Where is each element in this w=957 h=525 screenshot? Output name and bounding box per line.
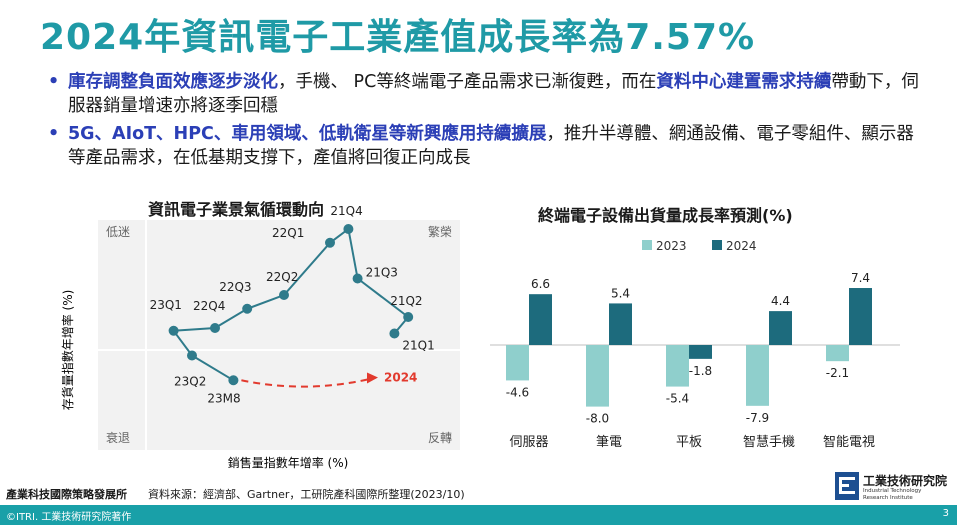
cycle-chart-title: 資訊電子業景氣循環動向 (148, 200, 325, 219)
forecast-arrow-line (241, 376, 377, 388)
cycle-point-21q1 (389, 328, 400, 339)
itri-logo: 工業技術研究院 Industrial Technology Research I… (835, 470, 955, 504)
bullet-highlight: 庫存調整負面效應逐步淡化 (68, 72, 278, 92)
cycle-point-label-22q4: 22Q4 (193, 299, 225, 313)
cycle-plot-background (98, 220, 460, 450)
bar-chart: 2023 2024 -4.6 6.6 伺服器 -8.0 5.4 筆電 -5.4-1.8 平板 -7.… (490, 239, 900, 450)
bar-value-label-2023-3: -7.9 (746, 411, 769, 425)
legend-swatch-2023 (642, 240, 652, 250)
logo-english-line1: Industrial Technology (863, 488, 922, 494)
bullet-item: • 庫存調整負面效應逐步淡化，手機、 PC等終端電子產品需求已漸復甦，而在資料中… (48, 70, 928, 118)
bar-2023-3 (746, 345, 769, 406)
bullet-item: • 5G、AIoT、HPC、車用領域、低軌衛星等新興應用持續擴展，推升半導體、網… (48, 122, 928, 170)
logo-english-line2: Research Institute (863, 495, 913, 501)
bar-2024-4 (849, 288, 872, 345)
copyright-text: ©ITRI. 工業技術研究院著作 (6, 512, 132, 523)
bar-2023-2 (666, 345, 689, 387)
footer-bar: ©ITRI. 工業技術研究院著作 3 (0, 505, 957, 525)
cycle-point-21q2 (403, 312, 414, 322)
bullet-text: ，推升半導體、網通設備、電子零組件、顯示器等產品需求，在低基期支撐下，產值將回復… (68, 124, 914, 168)
cycle-point-23q2 (187, 350, 197, 361)
bar-2024-2 (689, 345, 712, 359)
bar-value-label-2024-2: -1.8 (689, 364, 712, 378)
quadrant-label-top-right: 繁榮 (428, 224, 452, 239)
bullet-dot: • (48, 72, 60, 92)
bar-2024-1 (609, 303, 632, 345)
page-number: 3 (942, 508, 949, 519)
cycle-point-label-23q2: 23Q2 (174, 375, 206, 389)
category-label-1: 筆電 (596, 435, 622, 450)
bar-value-label-2024-4: 7.4 (851, 271, 870, 285)
bar-value-label-2023-2: -5.4 (666, 392, 689, 406)
quadrant-label-bottom-left: 衰退 (106, 430, 130, 445)
bar-value-label-2023-4: -2.1 (826, 366, 849, 380)
bar-value-label-2024-0: 6.6 (531, 277, 550, 291)
bullet-text: 帶動下，伺服器銷量增速亦將逐季回穩 (68, 72, 919, 116)
cycle-point-22q4 (210, 323, 220, 333)
cycle-point-label-21q2: 21Q2 (390, 294, 422, 308)
quadrant-label-top-left: 低迷 (106, 225, 130, 239)
cycle-point-21q4 (343, 224, 354, 234)
bar-2023-1 (586, 345, 609, 407)
bar-chart-title: 終端電子設備出貨量成長率預測(%) (538, 206, 793, 225)
cycle-point-label-21q3: 21Q3 (366, 266, 398, 280)
cycle-x-axis-label: 銷售量指數年增率 (%) (228, 455, 349, 470)
legend-label-2023: 2023 (656, 239, 687, 253)
cycle-point-label-22q2: 22Q2 (266, 270, 298, 284)
cycle-point-22q3 (242, 303, 253, 314)
bar-value-label-2023-1: -8.0 (586, 412, 609, 426)
category-label-0: 伺服器 (509, 435, 548, 450)
cycle-point-label-21q1: 21Q1 (402, 339, 434, 353)
bar-value-label-2023-0: -4.6 (506, 385, 529, 399)
forecast-arrowhead (367, 372, 378, 384)
cycle-point-label-22q3: 22Q3 (219, 280, 251, 294)
footer-source: 資料來源：經濟部、Gartner，工研院產科國際所整理(2023/10) (148, 488, 465, 501)
category-label-4: 智能電視 (823, 435, 875, 450)
cycle-point-label-21q4: 21Q4 (330, 204, 362, 218)
cycle-point-22q2 (279, 290, 289, 300)
cycle-point-label-22q1: 22Q1 (272, 226, 304, 240)
bar-value-label-2024-1: 5.4 (611, 286, 630, 300)
bar-2023-4 (826, 345, 849, 362)
logo-name: 工業技術研究院 (863, 474, 948, 488)
cycle-point-22q1 (325, 237, 335, 248)
bar-2024-0 (529, 294, 552, 345)
quadrant-label-bottom-right: 反轉 (428, 431, 452, 445)
footer-organization: 產業科技國際策略發展所 (6, 488, 127, 501)
bullet-dot: • (48, 124, 60, 144)
legend-label-2024: 2024 (726, 239, 757, 253)
cycle-point-23q1 (168, 325, 179, 336)
bullet-highlight: 資料中心建置需求持續 (656, 72, 832, 92)
category-label-2: 平板 (676, 435, 702, 450)
itri-logo-icon (835, 472, 859, 500)
bullet-highlight: 5G、AIoT、HPC、車用領域、低軌衛星等新興應用持續擴展 (68, 124, 547, 144)
slide-title: 2024年資訊電子工業產值成長率為7.57% (40, 17, 756, 58)
cycle-point-21q3 (352, 273, 363, 284)
bullet-list: • 庫存調整負面效應逐步淡化，手機、 PC等終端電子產品需求已漸復甦，而在資料中… (48, 70, 928, 174)
cycle-y-axis-label: 存貨量指數年增率 (%) (60, 290, 75, 411)
bar-value-label-2024-3: 4.4 (771, 294, 790, 308)
cycle-point-label-23q1: 23Q1 (150, 298, 182, 312)
bar-2024-3 (769, 311, 792, 345)
cycle-point-label-23m8: 23M8 (207, 391, 240, 405)
forecast-label: 2024 (384, 371, 417, 385)
bar-2023-0 (506, 345, 529, 381)
cycle-point-23m8 (228, 375, 239, 386)
category-label-3: 智慧手機 (743, 434, 795, 450)
legend-swatch-2024 (712, 240, 722, 250)
bullet-text: ，手機、 PC等終端電子產品需求已漸復甦，而在 (278, 72, 657, 92)
